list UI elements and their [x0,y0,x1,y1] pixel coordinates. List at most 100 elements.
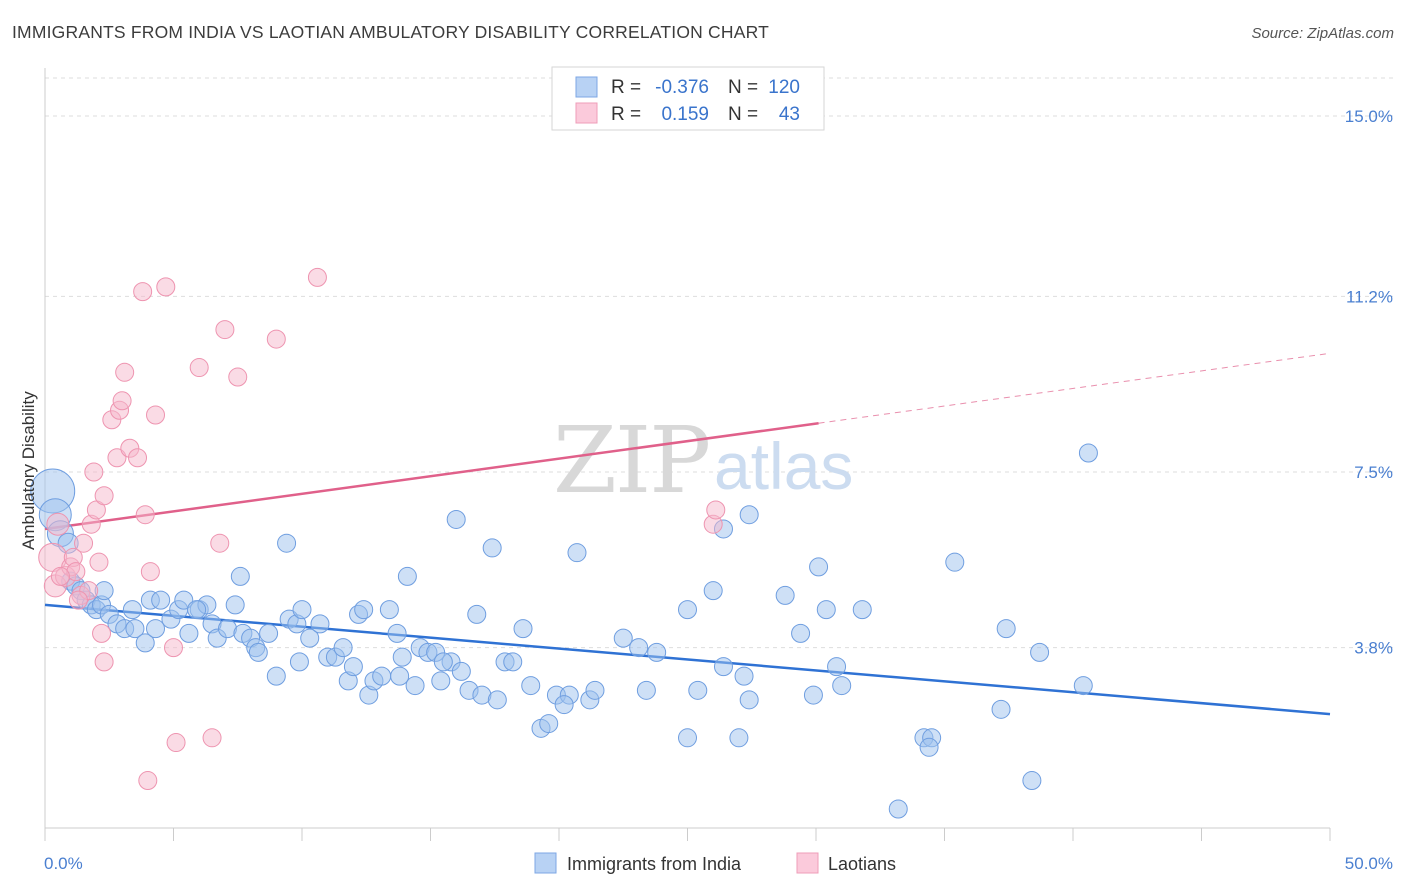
point-india [791,623,811,643]
point-laotians [146,405,166,425]
axes [44,68,1331,841]
point-india [816,600,836,620]
point-india [1022,771,1042,791]
gridlines [45,77,1393,649]
point-india [467,604,487,624]
point-india [387,623,407,643]
point-laotians [135,505,155,525]
point-india [397,566,417,586]
legend-n-label-india: N = [728,77,758,98]
point-india [729,728,749,748]
legend-r-label-india: R = [611,77,641,98]
point-india [354,600,374,620]
point-laotians [140,562,160,582]
point-laotians [68,590,88,610]
legend: R = -0.376 N = 120 R = 0.159 N = 43 [551,66,825,131]
point-laotians [115,362,135,382]
point-india [259,623,279,643]
point-laotians [94,652,114,672]
point-laotians [706,500,726,520]
point-india [503,652,523,672]
point-india [567,543,587,563]
point-laotians [215,320,235,340]
point-india [647,642,667,662]
point-india [1078,443,1098,463]
point-india [300,628,320,648]
point-india [809,557,829,577]
point-laotians [92,623,112,643]
point-india [803,685,823,705]
watermark-zip: ZIP [553,407,709,514]
watermark-atlas: atlas [714,429,853,503]
point-india [230,566,250,586]
point-india [277,533,297,553]
bottom-legend-swatch-laotians [796,852,819,874]
bottom-legend: Immigrants from India Laotians [534,852,896,874]
legend-n-value-india: 120 [768,77,800,98]
point-laotians [138,771,158,791]
point-india [292,600,312,620]
y-tick-label: 3.8% [1354,639,1393,658]
point-india [1073,676,1093,696]
point-laotians [50,566,70,586]
point-india [146,619,166,639]
point-laotians [164,638,183,658]
bottom-legend-swatch-india [534,852,557,874]
point-laotians [46,512,70,536]
point-india [852,600,872,620]
point-india [739,505,759,525]
point-laotians [307,267,327,287]
point-india [225,595,245,615]
point-india [482,538,502,558]
series-india [30,443,1098,819]
point-india [585,680,605,700]
point-india [392,647,412,667]
point-india [713,657,733,677]
point-india [919,737,939,757]
y-tick-label: 11.2% [1346,287,1393,306]
legend-n-value-laotians: 43 [779,104,800,125]
point-india [539,714,559,734]
point-india [734,666,754,686]
point-india [554,695,574,715]
bottom-legend-label-laotians: Laotians [828,854,896,874]
point-india [678,728,697,748]
bottom-legend-label-india: Immigrants from India [567,854,742,874]
point-laotians [133,282,153,302]
trend-lines [44,352,1331,716]
point-india [289,652,309,672]
point-laotians [84,462,104,482]
point-india [636,680,656,700]
point-india [775,585,795,605]
legend-n-label-laotians: N = [728,104,758,125]
point-india [703,581,723,601]
point-india [174,590,194,610]
point-laotians [189,358,209,378]
point-india [888,799,908,819]
point-india [343,657,363,677]
point-india [521,676,541,696]
source-label: Source: ZipAtlas.com [1251,25,1394,42]
point-india [688,680,708,700]
point-india [832,676,852,696]
point-india [629,638,649,658]
point-india [991,699,1011,719]
point-india [266,666,286,686]
y-axis-label: Ambulatory Disability [19,391,38,550]
y-tick-label: 7.5% [1354,463,1393,482]
point-india [151,590,171,610]
x-tick-label-max: 50.0% [1345,854,1393,873]
point-india [333,638,353,658]
point-laotians [228,367,248,387]
point-india [945,552,965,572]
point-india [513,619,533,639]
point-laotians [107,448,127,468]
legend-r-label-laotians: R = [611,104,641,125]
point-india [405,676,425,696]
point-india [1030,642,1050,662]
point-laotians [74,533,94,553]
point-laotians [202,728,222,748]
watermark: ZIP atlas [553,407,853,514]
point-india [372,666,392,686]
